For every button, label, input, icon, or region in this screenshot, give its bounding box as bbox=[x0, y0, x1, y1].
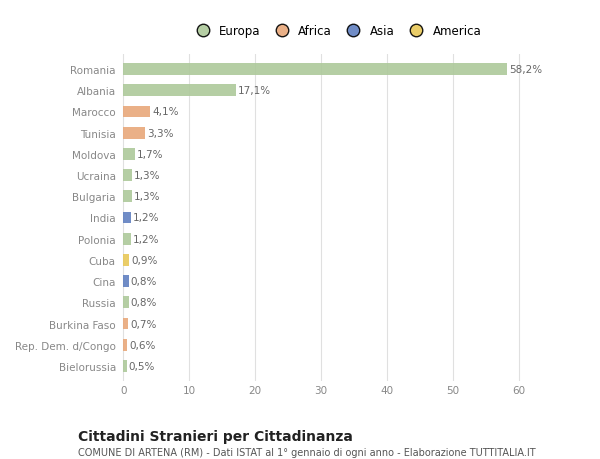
Text: 1,3%: 1,3% bbox=[134, 192, 160, 202]
Bar bbox=[123, 339, 127, 351]
Bar bbox=[123, 191, 132, 203]
Text: 1,2%: 1,2% bbox=[133, 234, 160, 244]
Bar bbox=[123, 85, 236, 97]
Text: 0,8%: 0,8% bbox=[131, 298, 157, 308]
Bar bbox=[123, 255, 129, 266]
Bar bbox=[123, 128, 145, 139]
Text: 1,7%: 1,7% bbox=[136, 150, 163, 160]
Bar bbox=[123, 170, 132, 181]
Legend: Europa, Africa, Asia, America: Europa, Africa, Asia, America bbox=[191, 25, 481, 38]
Text: 0,5%: 0,5% bbox=[128, 361, 155, 371]
Text: 0,6%: 0,6% bbox=[129, 340, 155, 350]
Text: 58,2%: 58,2% bbox=[509, 65, 542, 75]
Bar bbox=[123, 297, 128, 308]
Text: 0,7%: 0,7% bbox=[130, 319, 156, 329]
Bar bbox=[123, 106, 151, 118]
Bar bbox=[123, 149, 134, 160]
Text: Cittadini Stranieri per Cittadinanza: Cittadini Stranieri per Cittadinanza bbox=[78, 429, 353, 443]
Text: 1,3%: 1,3% bbox=[134, 171, 160, 181]
Text: 17,1%: 17,1% bbox=[238, 86, 271, 96]
Text: 4,1%: 4,1% bbox=[152, 107, 179, 117]
Text: COMUNE DI ARTENA (RM) - Dati ISTAT al 1° gennaio di ogni anno - Elaborazione TUT: COMUNE DI ARTENA (RM) - Dati ISTAT al 1°… bbox=[78, 448, 536, 458]
Text: 3,3%: 3,3% bbox=[147, 129, 173, 138]
Bar bbox=[123, 233, 131, 245]
Bar bbox=[123, 318, 128, 330]
Bar bbox=[123, 276, 128, 287]
Bar bbox=[123, 360, 127, 372]
Bar bbox=[123, 64, 507, 76]
Text: 0,8%: 0,8% bbox=[131, 276, 157, 286]
Text: 0,9%: 0,9% bbox=[131, 255, 158, 265]
Bar bbox=[123, 212, 131, 224]
Text: 1,2%: 1,2% bbox=[133, 213, 160, 223]
